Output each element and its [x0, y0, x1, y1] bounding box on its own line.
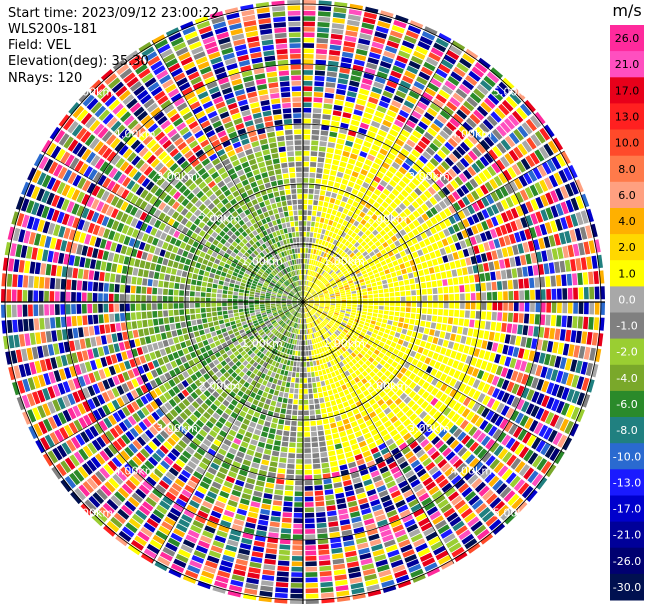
- azimuth-spoke: [41, 150, 304, 303]
- colorbar-cell: [610, 129, 644, 157]
- azimuth-spoke: [151, 301, 304, 564]
- colorbar-tick-label: 0.0: [618, 293, 636, 306]
- colorbar-tick-label: -21.0: [613, 529, 641, 542]
- elevation-label: Elevation(deg): 35.30: [8, 54, 149, 69]
- colorbar-cell: [610, 51, 644, 78]
- azimuth-spoke: [302, 40, 455, 303]
- colorbar-cell: [610, 390, 644, 418]
- colorbar-tick-label: 13.0: [615, 111, 640, 124]
- colorbar-cell: [610, 521, 644, 549]
- range-ring-label: 2.00km: [199, 379, 241, 392]
- azimuth-spoke: [302, 301, 455, 564]
- range-ring-label: 2.00km: [199, 213, 241, 226]
- azimuth-spoke: [302, 150, 565, 303]
- colorbar-tick-label: -30.0: [613, 581, 641, 594]
- range-ring-label: 5.00km: [493, 85, 535, 98]
- range-ring-label: 4.00km: [451, 464, 493, 477]
- colorbar-tick-label: 17.0: [615, 84, 640, 97]
- range-ring-label: 1.00km: [323, 337, 365, 350]
- colorbar-cell: [610, 25, 644, 52]
- colorbar-tick-label: 21.0: [615, 58, 640, 71]
- start-time-label: Start time: 2023/09/12 23:00:22: [8, 6, 220, 21]
- colorbar-tick-label: -17.0: [613, 503, 641, 516]
- colorbar-tick-label: -8.0: [616, 424, 637, 437]
- range-ring-label: 3.00km: [408, 170, 450, 183]
- range-ring-label: 3.00km: [156, 170, 198, 183]
- range-ring-label: 1.00km: [241, 255, 283, 268]
- colorbar-cell: [610, 547, 644, 575]
- ppi-plot: 1.00km 1.00km 1.00km 1.00km 2.00km 2.00km 2.00…: [1, 0, 605, 604]
- azimuth-spokes: [1, 0, 605, 604]
- range-ring-label: 5.00km: [493, 507, 535, 520]
- colorbar: m/s 26.0 21.0 17.0 13.0 10.0 8.0 6.0 4.0 2.0 1.0 0…: [610, 1, 644, 601]
- range-ring-label: 2.00km: [366, 379, 408, 392]
- colorbar-tick-label: 10.0: [615, 137, 640, 150]
- colorbar-tick-label: -1.0: [616, 320, 637, 333]
- colorbar-cell: [610, 364, 644, 392]
- nrays-label: NRays: 120: [8, 71, 83, 86]
- colorbar-cell: [610, 338, 644, 366]
- colorbar-tick-label: 6.0: [618, 189, 636, 202]
- colorbar-cell: [610, 181, 644, 209]
- range-ring-label: 3.00km: [408, 422, 450, 435]
- colorbar-tick-label: 8.0: [618, 163, 636, 176]
- colorbar-cell: [610, 155, 644, 183]
- colorbar-tick-label: 26.0: [615, 32, 640, 45]
- colorbar-cell: [610, 573, 644, 601]
- colorbar-unit: m/s: [612, 1, 641, 20]
- range-ring-label: 1.00km: [241, 337, 283, 350]
- range-ring-label: 4.00km: [114, 128, 156, 141]
- range-ring-label: 3.00km: [156, 422, 198, 435]
- range-ring-label: 5.00km: [72, 507, 114, 520]
- colorbar-cell: [610, 443, 644, 470]
- colorbar-cell: [610, 286, 644, 313]
- range-ring-label: 4.00km: [114, 464, 156, 477]
- colorbar-cell: [610, 77, 644, 104]
- instrument-label: WLS200s-181: [8, 22, 98, 37]
- field-label: Field: VEL: [8, 38, 71, 53]
- colorbar-ticks: 26.0 21.0 17.0 13.0 10.0 8.0 6.0 4.0 2.0 1.0 0.0 -1…: [613, 32, 641, 594]
- colorbar-cell: [610, 469, 644, 496]
- colorbar-tick-label: -2.0: [616, 346, 637, 359]
- colorbar-cell: [610, 208, 644, 235]
- range-ring-label: 4.00km: [451, 128, 493, 141]
- range-ring-label: 5.00km: [72, 85, 114, 98]
- colorbar-tick-label: 4.0: [618, 215, 636, 228]
- colorbar-cell: [610, 234, 644, 261]
- colorbar-tick-label: 2.0: [618, 241, 636, 254]
- colorbar-tick-label: -13.0: [613, 476, 641, 489]
- range-ring-labels: 1.00km 1.00km 1.00km 1.00km 2.00km 2.00km 2.00…: [72, 85, 535, 519]
- range-ring-label: 2.00km: [366, 213, 408, 226]
- azimuth-spoke: [41, 301, 304, 454]
- colorbar-cell: [610, 103, 644, 130]
- azimuth-spoke: [151, 40, 304, 303]
- colorbar-cell: [610, 417, 644, 444]
- colorbar-tick-label: -26.0: [613, 555, 641, 568]
- range-ring-label: 1.00km: [323, 255, 365, 268]
- colorbar-tick-label: 1.0: [618, 267, 636, 280]
- colorbar-tick-label: -4.0: [616, 372, 637, 385]
- colorbar-tick-label: -6.0: [616, 398, 637, 411]
- colorbar-cells: [610, 25, 644, 601]
- colorbar-cell: [610, 495, 644, 523]
- colorbar-cell: [610, 312, 644, 340]
- colorbar-tick-label: -10.0: [613, 450, 641, 463]
- colorbar-cell: [610, 260, 644, 287]
- azimuth-spoke: [302, 301, 565, 454]
